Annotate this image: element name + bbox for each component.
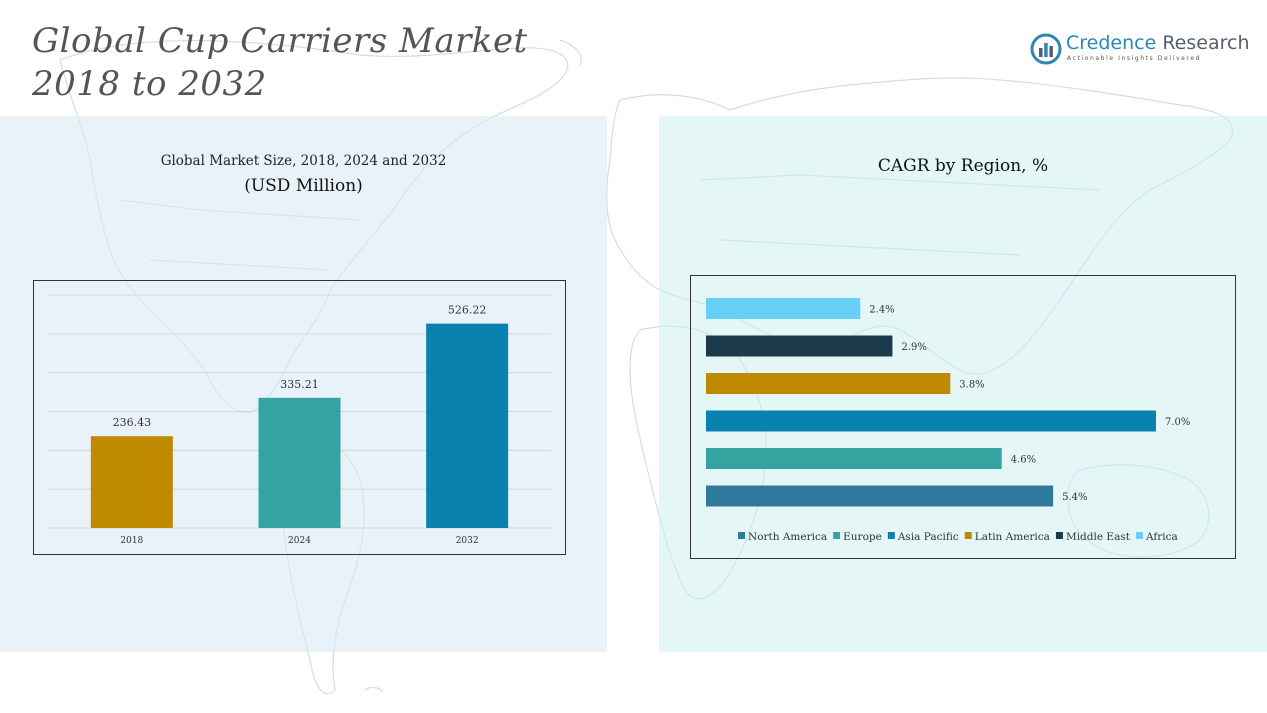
cagr-chart: 2.4% 2.9% 3.8% 7.0% 4.6% 5.4% North America Eur…	[690, 275, 1236, 559]
page-title-line-2: 2018 to 2032	[32, 64, 267, 104]
legend-swatch	[964, 532, 972, 539]
legend-swatch	[887, 532, 895, 539]
cagr-chart-title: CAGR by Region, %	[877, 156, 1049, 176]
logo-wordmark: Credence Research	[1066, 32, 1249, 54]
bar-value-label: 335.21	[280, 378, 319, 391]
cagr-bar-chart: 2.4% 2.9% 3.8% 7.0% 4.6% 5.4% North America Eur…	[706, 298, 1190, 543]
page-title-line-1: Global Cup Carriers Market	[32, 21, 528, 61]
x-tick-label: 2032	[456, 536, 479, 546]
bar-value-label: 526.22	[448, 304, 487, 317]
hbar-value-label: 2.4%	[869, 305, 894, 316]
logo-mark-icon	[1030, 33, 1062, 65]
hbar-value-label: 3.8%	[959, 380, 984, 391]
hbar-value-label: 7.0%	[1165, 417, 1190, 428]
logo-tagline: Actionable Insights Delivered	[1067, 55, 1202, 62]
legend-swatch	[833, 532, 841, 539]
market-size-panel: Global Market Size, 2018, 2024 and 2032 …	[0, 116, 607, 652]
credence-research-logo: Credence Research Actionable Insights De…	[1030, 30, 1249, 70]
hbar-africa	[706, 298, 861, 319]
legend-label: Asia Pacific	[897, 531, 959, 543]
legend-label: Latin America	[975, 531, 1050, 543]
legend-label: North America	[748, 531, 827, 543]
hbar-value-label: 5.4%	[1062, 492, 1087, 503]
bar-2024	[258, 397, 341, 528]
logo-name-part-2: Research	[1162, 32, 1250, 54]
hbar-middle-east	[706, 335, 893, 357]
cagr-panel: CAGR by Region, % 2.4% 2.9% 3.8% 7.0% 4.6% 5.…	[659, 116, 1267, 652]
hbar-asia-pacific	[706, 410, 1156, 432]
legend-swatch	[1135, 532, 1143, 539]
legend-label: Europe	[843, 531, 882, 543]
market-size-unit-label: (USD Million)	[244, 176, 363, 196]
x-tick-label: 2024	[288, 536, 311, 546]
hbar-value-label: 4.6%	[1011, 455, 1036, 466]
bar-2032	[426, 323, 509, 528]
hbar-europe	[706, 448, 1002, 469]
x-tick-label: 2018	[120, 536, 143, 546]
hbar-latin-america	[706, 373, 951, 394]
market-size-bar-chart: 236.43 2018 335.21 2024 526.22 2032	[48, 294, 551, 546]
hbar-value-label: 2.9%	[901, 342, 926, 353]
page-title: Global Cup Carriers Market 2018 to 2032	[32, 20, 528, 106]
legend-label: Middle East	[1066, 531, 1131, 543]
cagr-legend: North America Europe Asia Pacific Latin Ame…	[738, 531, 1178, 543]
bar-value-label: 236.43	[113, 416, 152, 429]
market-size-chart: 236.43 2018 335.21 2024 526.22 2032	[33, 280, 566, 555]
legend-swatch	[738, 532, 745, 539]
logo-name-part-1: Credence	[1066, 32, 1157, 54]
hbar-north-america	[706, 485, 1054, 507]
market-size-chart-title: Global Market Size, 2018, 2024 and 2032	[160, 153, 447, 169]
legend-label: Africa	[1145, 531, 1178, 543]
bar-2018	[90, 436, 173, 528]
legend-swatch	[1055, 532, 1063, 539]
